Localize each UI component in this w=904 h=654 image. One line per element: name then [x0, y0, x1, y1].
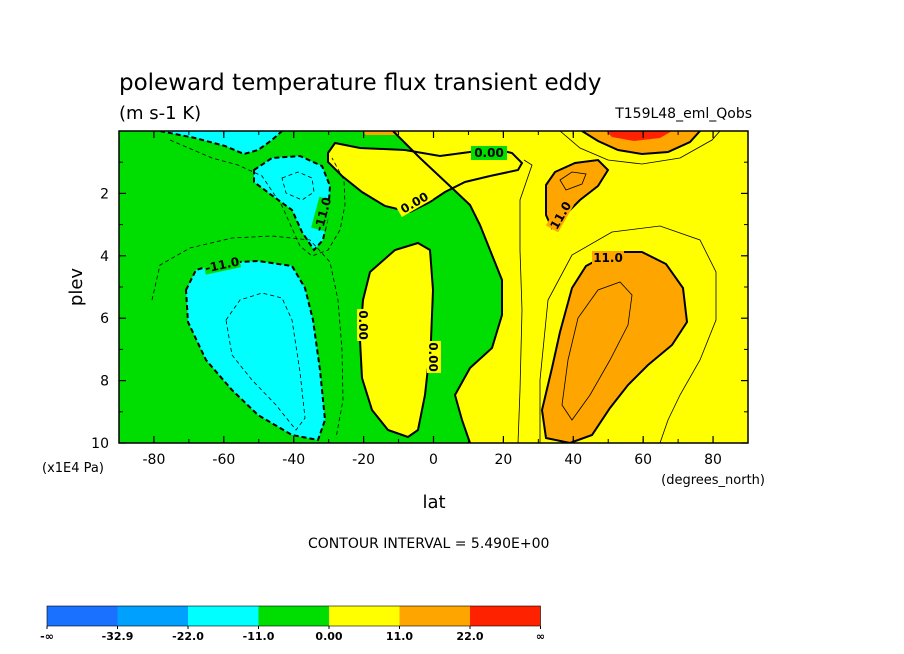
fill-positive-nh — [393, 131, 748, 443]
colorbar-frame — [46, 605, 541, 627]
fill-negative-top-left — [160, 131, 282, 154]
contour-pos5-nh — [517, 159, 533, 443]
contour-zero-upper — [327, 141, 524, 214]
fill-negative-sh-upper — [254, 156, 330, 250]
x-tick-label: 80 — [704, 452, 722, 468]
colorbar-label: 22.0 — [456, 630, 483, 643]
contour-label: 0.00 — [426, 342, 440, 372]
x-axis-label: lat — [422, 492, 445, 513]
fill-negative-sh-mid — [186, 261, 325, 440]
colorbar-label: ∞ — [536, 630, 545, 643]
axes: -80 -60 -40 -20 0 20 40 60 80 2 4 6 8 10 — [91, 131, 749, 468]
x-axis-units: (degrees_north) — [661, 473, 765, 488]
colorbar-swatch — [188, 606, 259, 626]
colorbar-swatch — [47, 606, 118, 626]
x-tick-label: 60 — [634, 452, 652, 468]
colorbar-label: -32.9 — [102, 630, 134, 643]
contour-zero-eq — [358, 241, 435, 439]
y-axis-label: plev — [66, 268, 87, 307]
x-tick-label: 40 — [564, 452, 582, 468]
x-tick-label: -80 — [143, 452, 166, 468]
colorbar-swatch — [258, 606, 329, 626]
colorbar-label: 0.00 — [315, 630, 342, 643]
contour-neg11-sh-upper — [253, 154, 332, 252]
colorbar-label: -22.0 — [172, 630, 204, 643]
chart-title: poleward temperature flux transient eddy — [119, 70, 601, 96]
contour-pos11-nh-mid — [540, 251, 689, 443]
contour-pos16-nh-upper — [559, 171, 587, 191]
contour-neg5-sh — [151, 235, 344, 439]
colorbar-label: -11.0 — [243, 630, 275, 643]
y-tick-label: 6 — [100, 311, 109, 327]
contour-pos5-nh-right — [539, 225, 717, 443]
fill-high-nh-mid — [542, 252, 687, 443]
contour-neg11-top — [159, 131, 283, 156]
contour-label: 0.00 — [356, 310, 370, 340]
y-tick-label: 8 — [100, 374, 109, 390]
y-tick-label: 2 — [100, 186, 109, 202]
y-tick-label: 10 — [91, 436, 109, 452]
x-tick-label: 20 — [494, 452, 512, 468]
contour-interval: CONTOUR INTERVAL = 5.490E+00 — [308, 536, 549, 552]
fill-high-top-small — [362, 131, 400, 135]
contour-label: 0.00 — [474, 146, 504, 160]
colorbar: -∞ -32.9 -22.0 -11.0 0.00 11.0 22.0 ∞ — [40, 605, 545, 643]
x-tick-label: -20 — [352, 452, 375, 468]
colorbar-label: 11.0 — [386, 630, 413, 643]
fill-positive-upper — [328, 143, 522, 212]
x-tick-label: -40 — [282, 452, 305, 468]
contour-zero-nh — [392, 131, 503, 443]
fill-highest-top — [606, 131, 672, 141]
x-tick-label: -60 — [212, 452, 235, 468]
fill-positive-eq — [360, 243, 433, 437]
contour-pos11-top — [581, 131, 701, 156]
y-tick-label: 4 — [100, 249, 109, 265]
colorbar-swatch — [470, 606, 541, 626]
colorbar-swatch — [399, 606, 470, 626]
contour-pos16-nh-mid — [561, 281, 633, 421]
contour-label: 11.0 — [593, 251, 623, 265]
fill-high-top — [582, 131, 700, 154]
x-tick-label: 0 — [429, 452, 438, 468]
dataset-label: T159L48_eml_Qobs — [614, 106, 752, 122]
contour-neg22-sh-upper — [281, 171, 315, 201]
contour-pos16-top — [559, 131, 721, 165]
colorbar-swatch — [329, 606, 400, 626]
colorbar-swatch — [117, 606, 188, 626]
y-axis-units: (x1E4 Pa) — [42, 461, 104, 476]
contour-neg22-sh-mid — [225, 292, 306, 431]
colorbar-label: -∞ — [40, 630, 54, 643]
chart-subtitle: (m s-1 K) — [119, 103, 201, 124]
plot-area — [119, 131, 748, 443]
